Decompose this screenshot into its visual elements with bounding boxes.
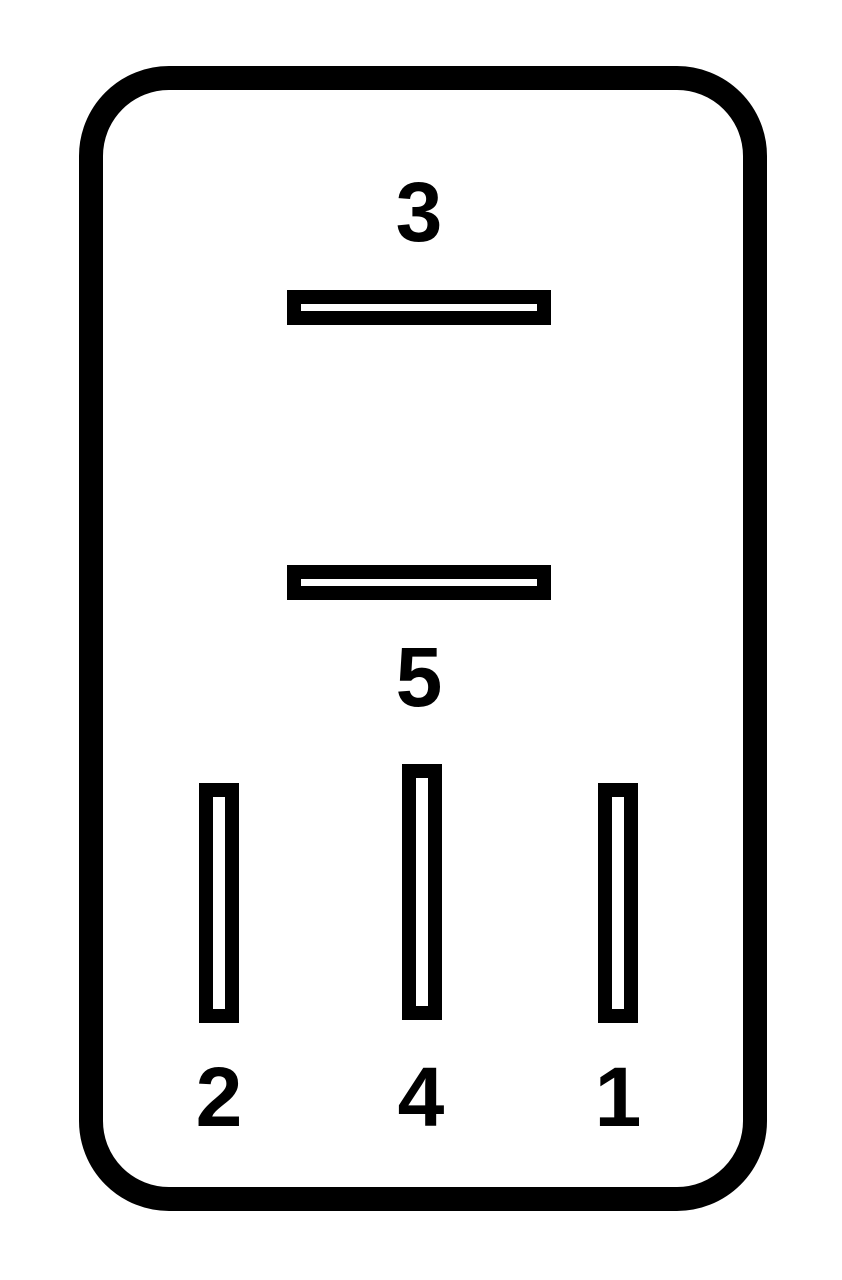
pin-1 bbox=[598, 783, 638, 1023]
pin-2-label: 2 bbox=[196, 1055, 243, 1139]
pin-3 bbox=[287, 290, 551, 325]
pin-5 bbox=[287, 565, 551, 600]
pin-5-label: 5 bbox=[396, 635, 443, 719]
pin-1-label: 1 bbox=[595, 1055, 642, 1139]
pin-4-label: 4 bbox=[398, 1055, 445, 1139]
pin-3-label: 3 bbox=[396, 170, 443, 254]
pin-2 bbox=[199, 783, 239, 1023]
pin-4 bbox=[402, 764, 442, 1020]
